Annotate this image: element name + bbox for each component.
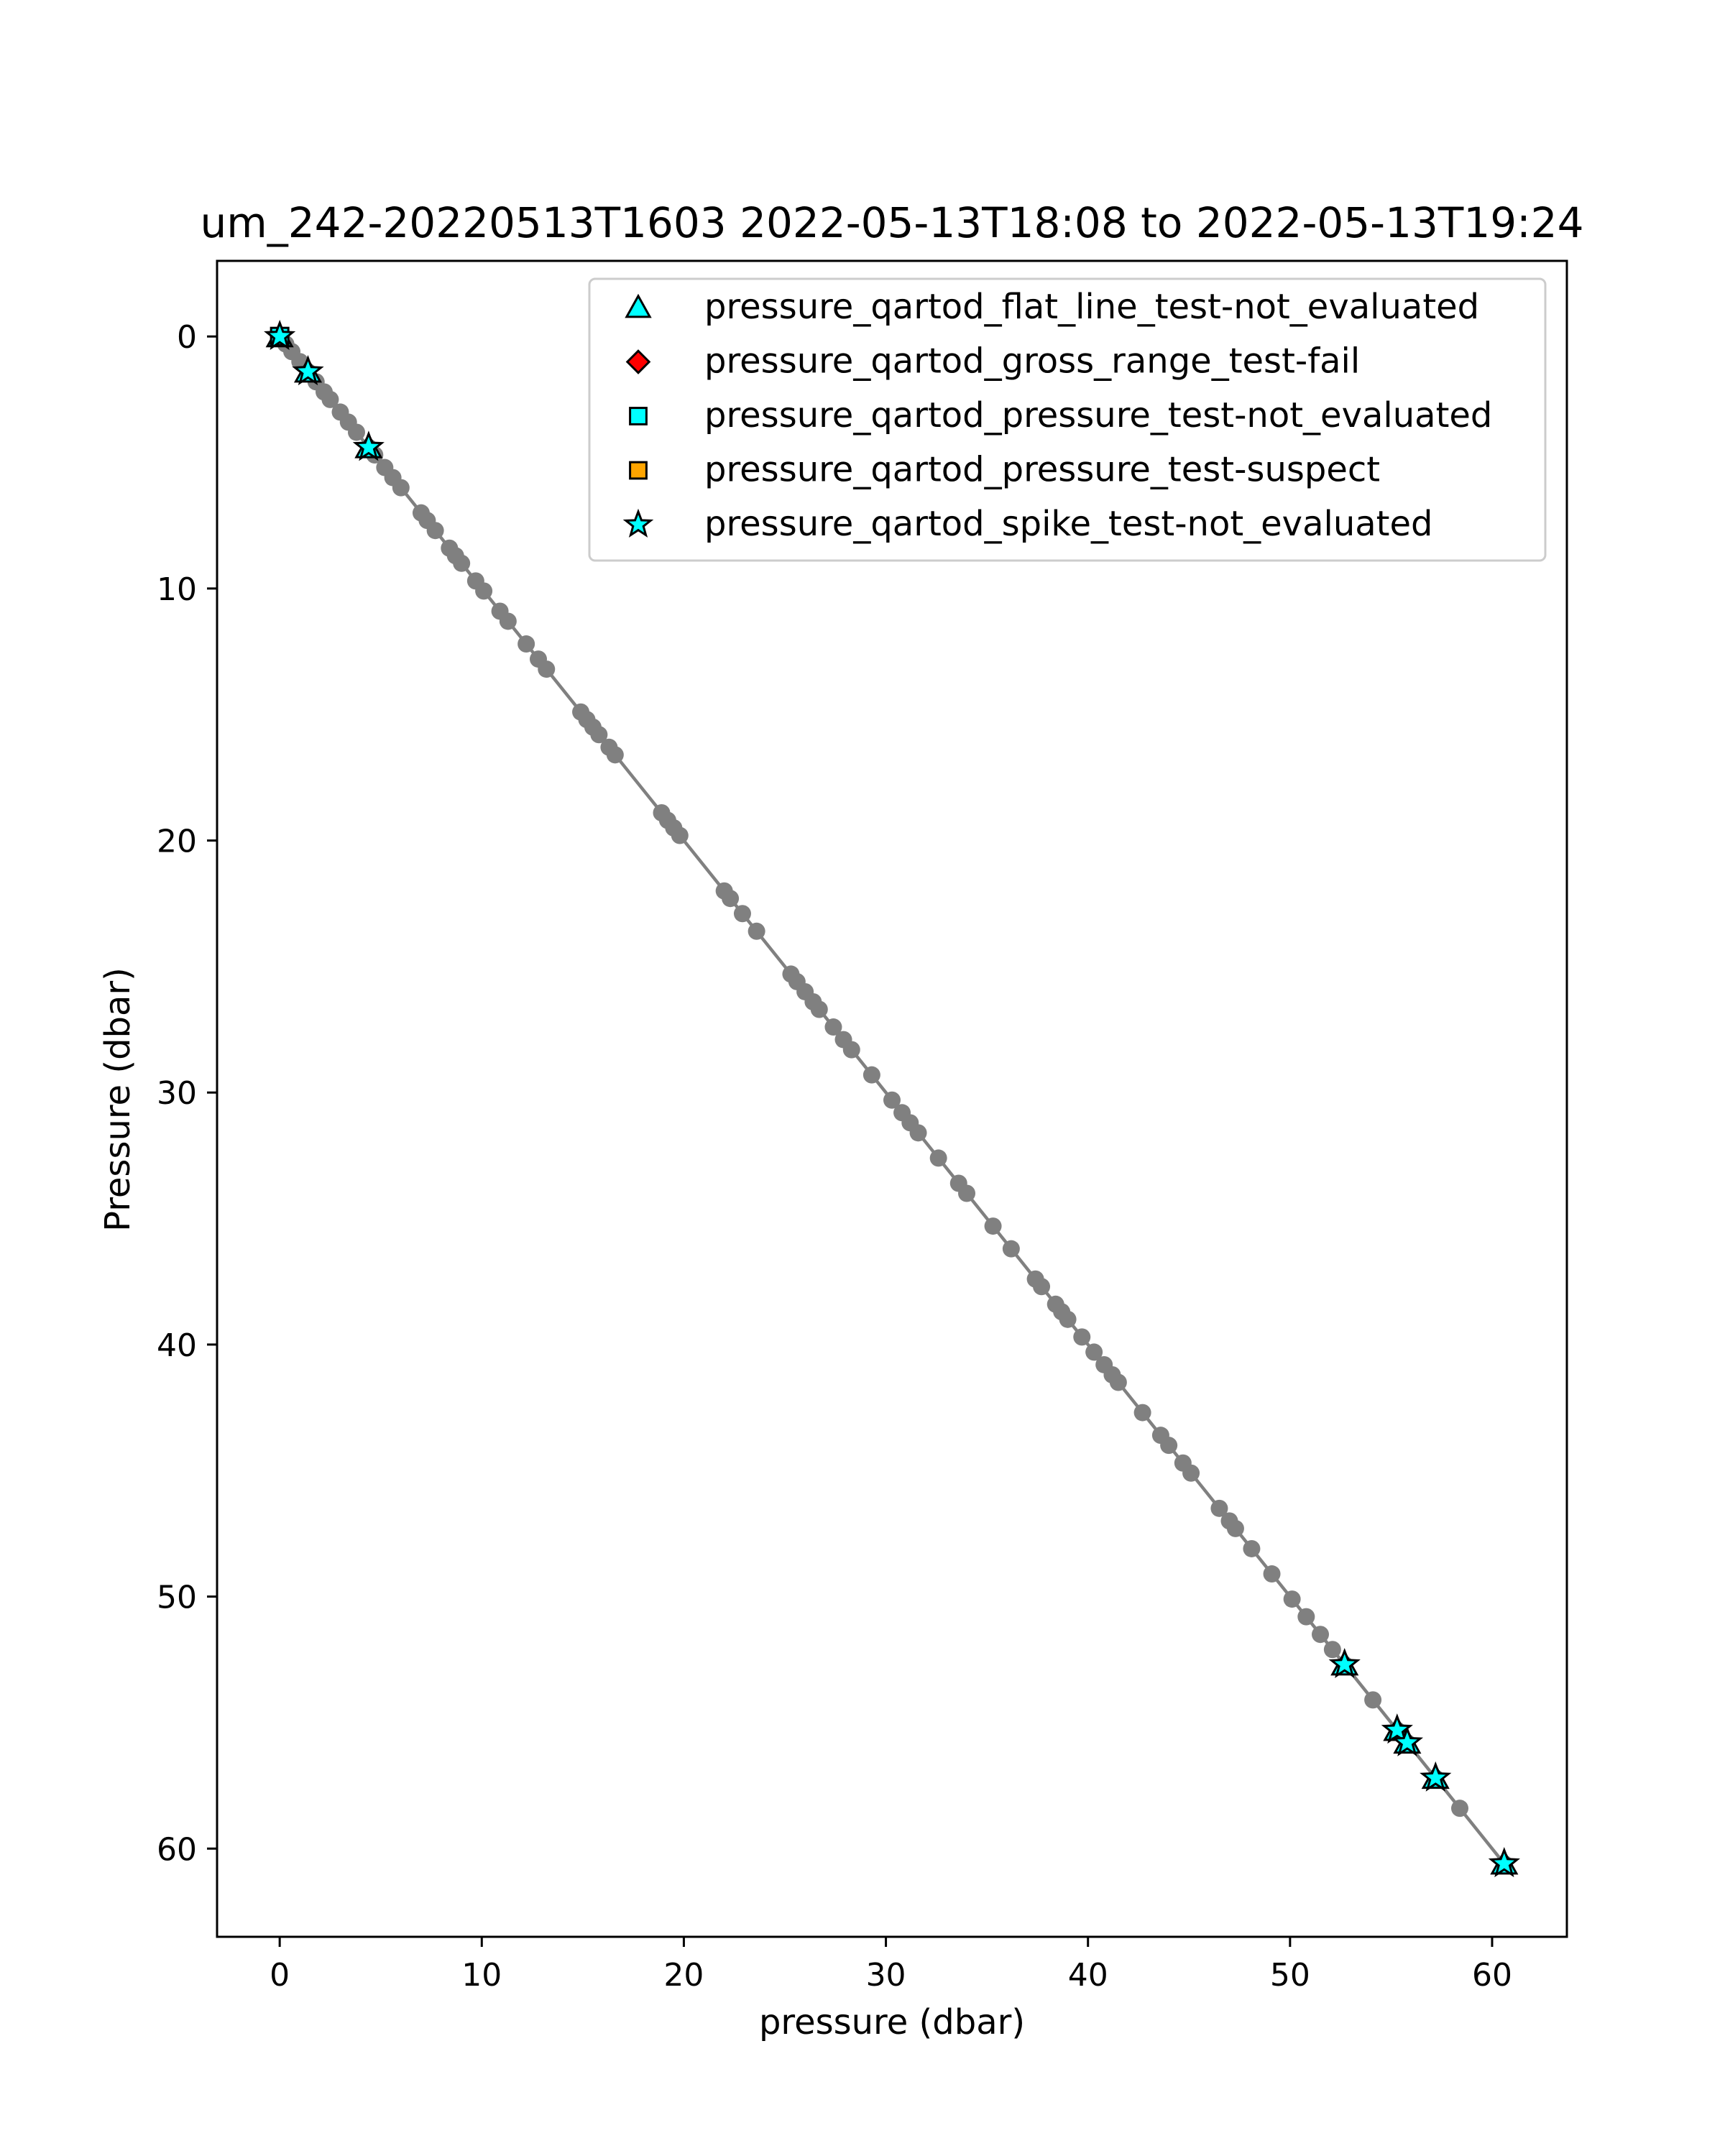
x-tick-label: 60 [1472, 1957, 1512, 1994]
series-4-marker [292, 355, 324, 386]
profile-point [929, 1149, 947, 1167]
profile-point [1085, 1343, 1103, 1361]
profile-point [1059, 1310, 1077, 1328]
profile-point [883, 1091, 901, 1109]
series-4-marker [1328, 1648, 1361, 1679]
x-axis-label: pressure (dbar) [759, 2002, 1025, 2042]
y-tick-label: 10 [157, 571, 197, 608]
profile-point [321, 390, 339, 408]
y-tick-label: 40 [157, 1327, 197, 1364]
profile-point [1364, 1691, 1382, 1709]
legend-entry: pressure_qartod_spike_test-not_evaluated [622, 504, 1432, 544]
profile-point [748, 922, 765, 940]
legend-marker-star-icon [622, 508, 654, 538]
y-axis-label: Pressure (dbar) [98, 967, 138, 1232]
profile-point [347, 423, 365, 441]
y-tick-label: 50 [157, 1580, 197, 1616]
profile-point [1160, 1437, 1178, 1455]
profile-point [842, 1041, 860, 1059]
legend-label: pressure_qartod_flat_line_test-not_evalu… [704, 287, 1479, 327]
y-tick-label: 60 [157, 1831, 197, 1868]
legend-entry: pressure_qartod_pressure_test-suspect [629, 450, 1380, 490]
profile-point [606, 746, 624, 764]
series-4-marker [1391, 1726, 1424, 1756]
profile-point [392, 479, 410, 497]
legend-entry: pressure_qartod_gross_range_test-fail [625, 341, 1360, 382]
legend-entry: pressure_qartod_flat_line_test-not_evalu… [625, 287, 1479, 327]
profile-point [810, 1000, 828, 1018]
y-tick-label: 20 [157, 824, 197, 860]
profile-point [1312, 1626, 1330, 1644]
x-tick-label: 10 [461, 1957, 502, 1994]
profile-point [499, 612, 517, 630]
series-4-markers [264, 319, 1520, 1878]
legend-marker-diamond-icon [625, 349, 651, 374]
profile-point [1450, 1800, 1468, 1818]
plot-frame [216, 259, 1568, 1938]
profile-point [1283, 1590, 1301, 1608]
profile-point [733, 905, 751, 923]
legend-marker-square-icon [629, 461, 648, 480]
series-4-marker [1420, 1761, 1452, 1792]
profile-point [862, 1066, 880, 1084]
profile-point [426, 522, 444, 540]
y-tick-label: 0 [177, 319, 197, 356]
profile-point [1263, 1565, 1281, 1583]
x-tick-label: 40 [1068, 1957, 1108, 1994]
legend: pressure_qartod_flat_line_test-not_evalu… [588, 277, 1547, 562]
x-tick-label: 30 [866, 1957, 906, 1994]
profile-point [671, 826, 689, 844]
chart-title: um_242-20220513T1603 2022-05-13T18:08 to… [201, 198, 1584, 247]
x-axis-ticks: 0 10 20 30 40 50 60 [270, 1937, 1512, 1994]
profile-point [958, 1184, 976, 1202]
legend-box [588, 277, 1547, 562]
profile-point [1109, 1373, 1127, 1391]
y-axis-ticks: 0 10 20 30 40 50 60 [157, 319, 217, 1868]
profile-point [518, 635, 535, 653]
profile-point [538, 660, 556, 678]
profile-point [984, 1217, 1002, 1235]
profile-point [1033, 1278, 1051, 1296]
flag-markers-layer [264, 319, 1520, 1878]
series-4-marker [264, 319, 296, 351]
profile-point [909, 1124, 927, 1142]
profile-point [475, 582, 493, 600]
profile-point [1323, 1641, 1341, 1659]
profile-point [1002, 1240, 1020, 1258]
series-4-marker [1488, 1847, 1520, 1878]
profile-point [590, 726, 608, 744]
x-tick-label: 50 [1270, 1957, 1310, 1994]
profile-point [1226, 1519, 1244, 1537]
series-4-marker [1381, 1713, 1413, 1744]
y-tick-label: 30 [157, 1075, 197, 1112]
profile-point [1210, 1499, 1228, 1517]
profile-point [824, 1018, 842, 1036]
profile-point [453, 554, 471, 572]
legend-entry: pressure_qartod_pressure_test-not_evalua… [629, 395, 1492, 436]
profile-point [1297, 1608, 1315, 1626]
profile-point [1073, 1328, 1091, 1346]
legend-marker-square-icon [629, 407, 648, 425]
legend-label: pressure_qartod_pressure_test-suspect [704, 450, 1380, 490]
series-4-marker [352, 430, 385, 461]
x-tick-label: 20 [663, 1957, 704, 1994]
profile-point [722, 890, 740, 908]
legend-label: pressure_qartod_pressure_test-not_evalua… [704, 395, 1492, 436]
profile-point [1182, 1464, 1200, 1482]
legend-marker-triangle-icon [625, 293, 652, 318]
legend-label: pressure_qartod_gross_range_test-fail [704, 341, 1360, 382]
profile-point [1243, 1539, 1261, 1557]
profile-point [1133, 1404, 1151, 1422]
x-tick-label: 0 [270, 1957, 290, 1994]
legend-label: pressure_qartod_spike_test-not_evaluated [704, 504, 1432, 544]
